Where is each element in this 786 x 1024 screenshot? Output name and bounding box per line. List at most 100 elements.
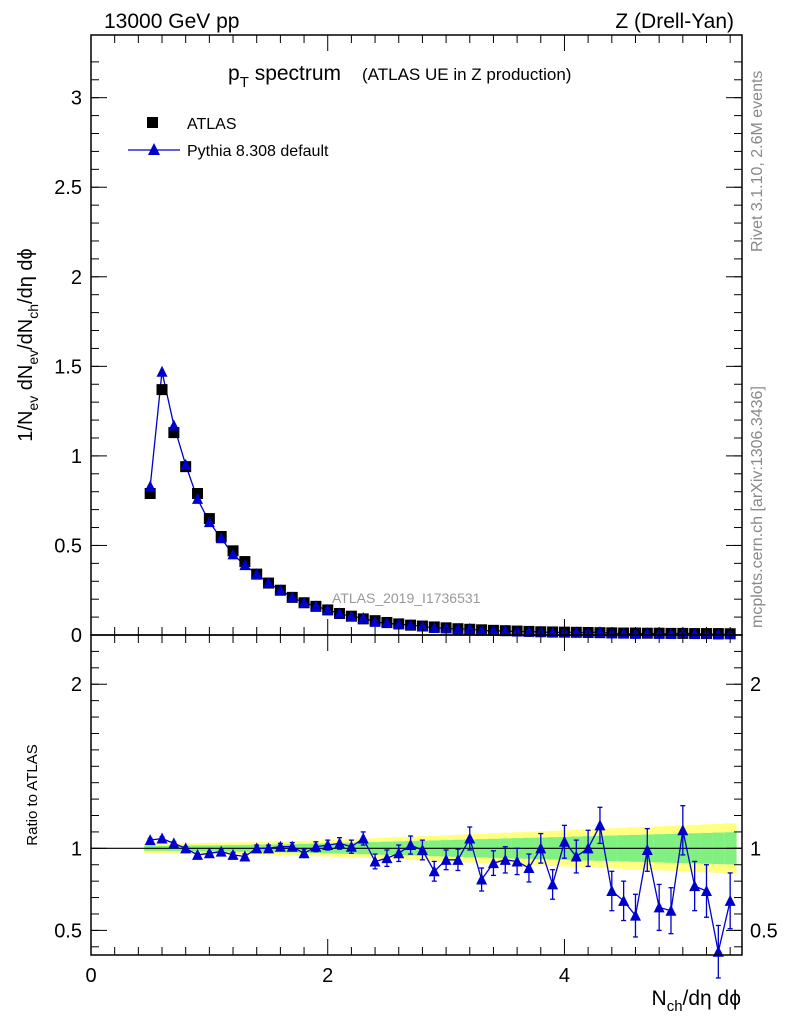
ratio-ytick-label-right: 1 (750, 838, 761, 860)
ratio-point (452, 853, 464, 865)
ratio-point (357, 832, 369, 844)
ratio-point (558, 835, 570, 847)
pythia-point (345, 610, 357, 622)
pythia-point (665, 627, 677, 639)
ratio-panel: 0 2 4 0.5 0.5 1 1 2 2 Ratio to ATLAS Nch/dη dϕ (24, 634, 778, 1015)
ratio-point (677, 824, 689, 836)
ratio-point (192, 848, 204, 860)
main-ylabel: 1/Nev dNev/dNch/dη dϕ (15, 248, 41, 441)
ratio-point (405, 839, 417, 851)
pythia-point (322, 603, 334, 615)
ratio-point (286, 840, 298, 852)
main-ytick-label: 3 (71, 88, 82, 110)
ratio-point (582, 842, 594, 854)
atlas-point (156, 384, 168, 396)
pythia-point (156, 365, 168, 377)
ratio-point (381, 852, 393, 864)
title-sub: T (240, 74, 249, 91)
ratio-point (180, 842, 192, 854)
pythia-point (381, 617, 393, 629)
ratio-point (428, 865, 440, 877)
ratio-point (239, 850, 251, 862)
ratio-point (334, 837, 346, 849)
atlas-point (144, 488, 156, 500)
ratio-point (594, 819, 606, 831)
ratio-point (298, 847, 310, 859)
main-ytick-label: 1 (71, 446, 82, 468)
ratio-ytick-label-right: 0.5 (750, 920, 778, 942)
main-title-paren: (ATLAS UE in Z production) (362, 65, 571, 84)
pythia-point (476, 624, 488, 636)
ratio-ticks: 0 2 4 0.5 0.5 1 1 2 2 (54, 635, 778, 987)
ratio-point (416, 843, 428, 855)
pythia-point (334, 607, 346, 619)
ratio-point (535, 842, 547, 854)
ratio-point (641, 843, 653, 855)
mcplots-label: mcplots.cern.ch [arXiv:1306.3436] (749, 386, 766, 628)
ratio-point (629, 909, 641, 921)
pythia-point (203, 516, 215, 528)
pythia-point (393, 618, 405, 630)
xtick-label: 4 (559, 965, 570, 987)
xtick-label: 2 (322, 965, 333, 987)
main-ticks: 0 0.5 1 1.5 2 2.5 3 (54, 35, 742, 647)
ratio-point (393, 847, 405, 859)
main-ytick-label: 1.5 (54, 356, 82, 378)
ratio-point (618, 894, 630, 906)
ratio-point (665, 904, 677, 916)
main-title: pT spectrum (228, 62, 341, 91)
ratio-point (606, 885, 618, 896)
ratio-point (476, 873, 488, 885)
title-rest: spectrum (249, 62, 341, 85)
ratio-point (570, 850, 582, 862)
legend: ATLAS Pythia 8.308 default (128, 116, 329, 160)
ratio-point (156, 832, 168, 844)
ratio-point (440, 853, 452, 865)
legend-label-pythia: Pythia 8.308 default (187, 143, 329, 160)
ratio-point (274, 840, 286, 852)
ratio-point (215, 845, 227, 857)
main-ytick-label: 0 (71, 625, 82, 647)
ratio-ytick-label: 0.5 (54, 920, 82, 942)
xlabel: Nch/dη dϕ (652, 987, 741, 1015)
pythia-point (298, 596, 310, 608)
analysis-label: ATLAS_2019_I1736531 (332, 590, 481, 606)
ratio-point (724, 894, 736, 906)
energy-label: 13000 GeV pp (104, 10, 239, 33)
ratio-point (653, 901, 665, 913)
ratio-point (251, 842, 263, 854)
ratio-ylabel: Ratio to ATLAS (24, 744, 41, 845)
ratio-point (689, 880, 701, 892)
pythia-point (227, 548, 239, 560)
ratio-point (369, 855, 381, 867)
rivet-label: Rivet 3.1.10, 2.6M events (749, 71, 766, 252)
ratio-point (322, 839, 334, 851)
legend-marker-pythia (148, 143, 160, 155)
pythia-point (712, 628, 724, 640)
pythia-point (180, 458, 192, 470)
pythia-point (357, 611, 369, 623)
ratio-point (168, 837, 180, 849)
legend-marker-atlas (147, 117, 158, 128)
pythia-point (523, 625, 535, 637)
pythia-point (263, 577, 275, 589)
xtick-label: 0 (85, 965, 96, 987)
pythia-point (452, 623, 464, 635)
atlas-point (168, 427, 180, 439)
main-panel: 0 0.5 1 1.5 2 2.5 3 pT spectrum (ATLAS UE in Z… (15, 34, 743, 647)
pythia-point (369, 615, 381, 627)
pythia-point (310, 600, 322, 612)
main-ytick-label: 2 (71, 267, 82, 289)
ratio-marks (91, 805, 742, 979)
process-label: Z (Drell-Yan) (615, 10, 734, 33)
pythia-point (416, 620, 428, 632)
ratio-point (263, 842, 275, 854)
ratio-frame (90, 634, 743, 956)
pythia-point (274, 584, 286, 596)
ratio-point (144, 834, 156, 846)
main-ytick-label: 2.5 (54, 177, 82, 199)
pythia-point (215, 532, 227, 544)
pythia-point (689, 627, 701, 639)
pythia-point (144, 480, 156, 492)
